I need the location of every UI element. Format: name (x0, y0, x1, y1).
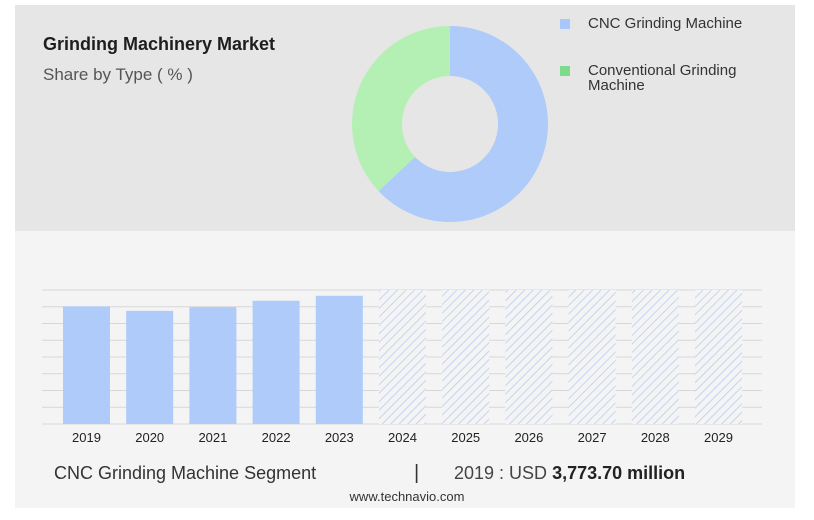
legend-item-conventional: Conventional Grinding Machine (560, 63, 780, 93)
bar-2029 (695, 290, 742, 424)
bar-2023 (315, 295, 363, 424)
x-tick-label-2025: 2025 (451, 430, 480, 445)
bar-2020 (126, 310, 174, 424)
bar-2027 (568, 290, 616, 424)
bar-2026 (505, 290, 553, 424)
legend-label-conventional: Conventional Grinding Machine (588, 62, 737, 94)
segment-year-prefix: 2019 : USD (454, 463, 553, 483)
segment-value: 2019 : USD 3,773.70 million (454, 463, 685, 484)
legend-label-cnc: CNC Grinding Machine (588, 15, 743, 32)
bar-2028 (631, 290, 679, 424)
legend-swatch-cnc (560, 19, 570, 29)
x-tick-label-2020: 2020 (135, 430, 164, 445)
footer-separator: | (414, 462, 420, 484)
legend-swatch-conventional (560, 66, 570, 76)
x-tick-label-2023: 2023 (325, 430, 354, 445)
x-tick-label-2024: 2024 (388, 430, 417, 445)
x-tick-label-2022: 2022 (262, 430, 291, 445)
x-tick-label-2021: 2021 (198, 430, 227, 445)
x-tick-label-2028: 2028 (641, 430, 670, 445)
bar-2019 (63, 306, 110, 424)
x-tick-label-2019: 2019 (72, 430, 101, 445)
donut-slice-cnc (378, 26, 548, 222)
chart-subtitle: Share by Type ( % ) (43, 65, 193, 84)
chart-title: Grinding Machinery Market (43, 34, 276, 54)
bar-2021 (189, 307, 237, 424)
x-tick-label-2027: 2027 (578, 430, 607, 445)
source-link[interactable]: www.technavio.com (349, 489, 465, 504)
donut-slice-conventional (352, 26, 450, 192)
x-tick-label-2029: 2029 (704, 430, 733, 445)
x-tick-label-2026: 2026 (514, 430, 543, 445)
donut-chart (352, 26, 548, 222)
segment-value-amount: 3,773.70 million (552, 463, 686, 483)
bar-chart: 2019 2020 2021 2022 2023 2024 2025 2026 2027 2028… (42, 289, 762, 445)
bar-2022 (252, 300, 300, 424)
bar-2025 (442, 290, 490, 424)
legend-item-cnc: CNC Grinding Machine (560, 16, 780, 31)
bar-2024 (379, 290, 426, 424)
segment-label: CNC Grinding Machine Segment (54, 463, 317, 483)
legend: CNC Grinding Machine Conventional Grindi… (560, 16, 780, 93)
